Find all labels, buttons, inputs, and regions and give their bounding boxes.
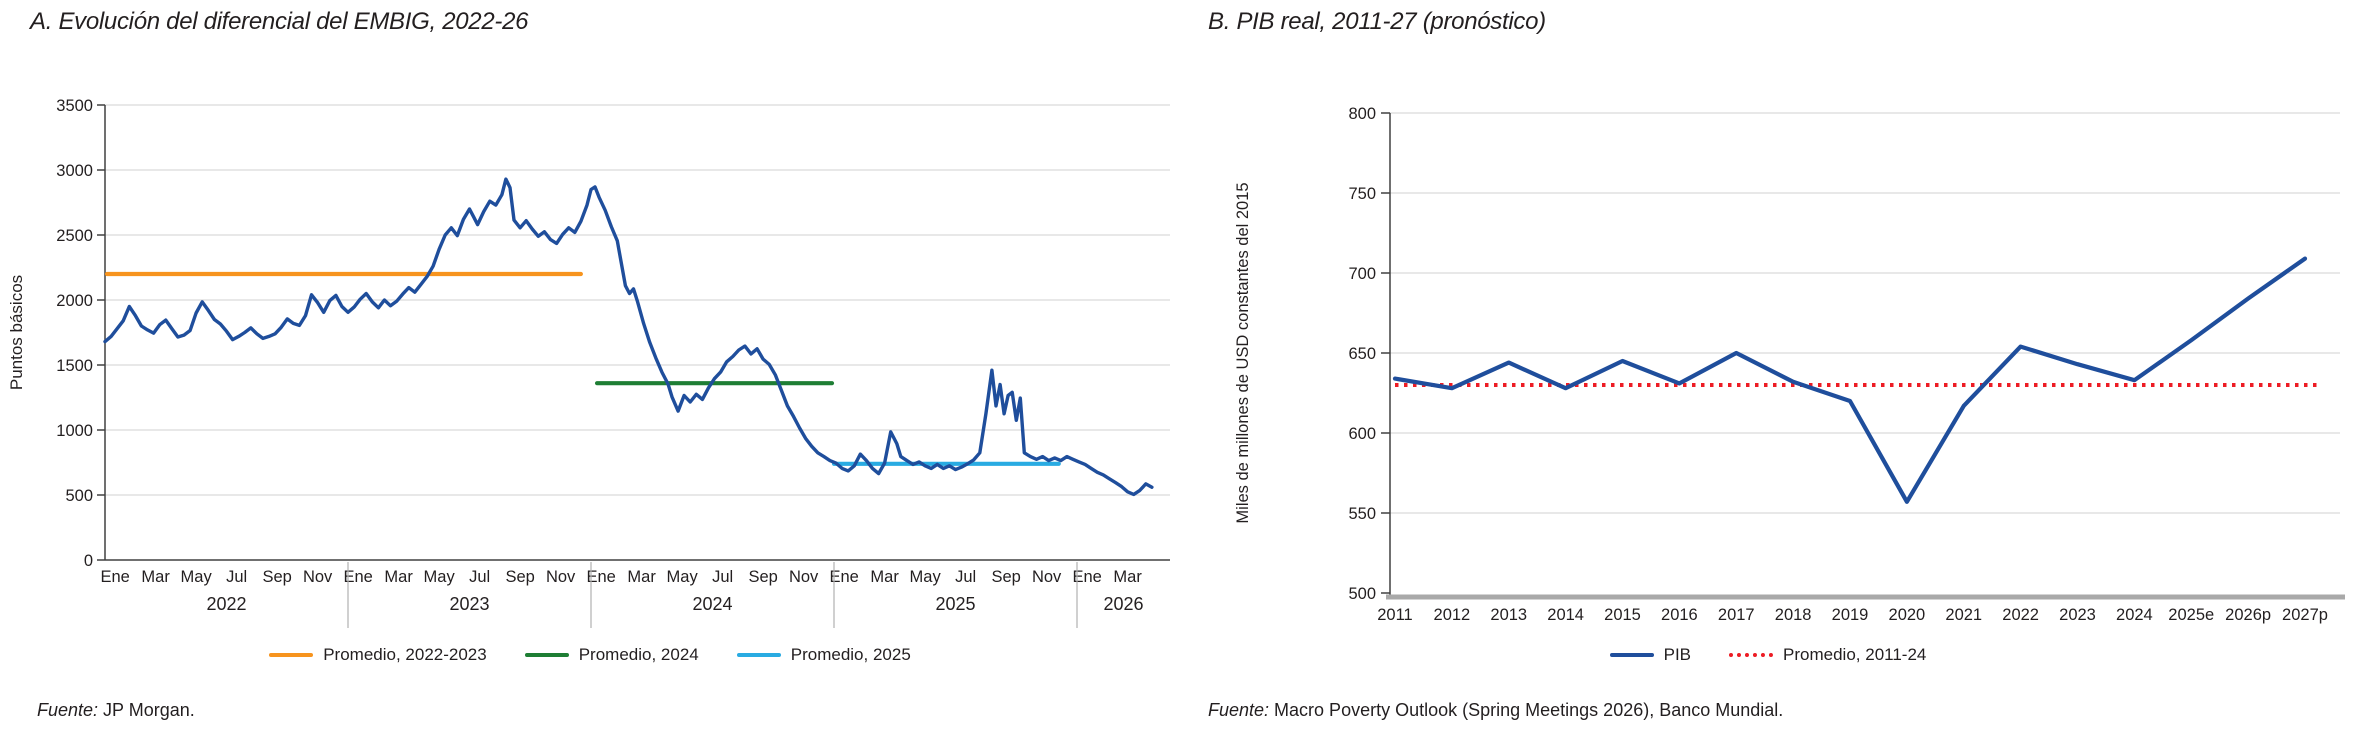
legend-label: Promedio, 2025 xyxy=(790,645,911,664)
x-year-label: 2021 xyxy=(1945,606,1982,624)
y-axis-title: Miles de millones de USD constantes del … xyxy=(1234,182,1252,523)
x-month-label: Mar xyxy=(627,568,656,586)
pib-series-line xyxy=(1392,256,2308,504)
x-year-label: 2026 xyxy=(1103,594,1143,614)
y-tick-label: 700 xyxy=(1348,265,1376,283)
x-year-label: 2024 xyxy=(2116,606,2153,624)
x-year-label: 2020 xyxy=(1889,606,1926,624)
source-text: JP Morgan. xyxy=(98,700,195,720)
embig-series-line xyxy=(103,177,1154,497)
x-month-label: Jul xyxy=(955,568,976,586)
x-month-label: Sep xyxy=(748,568,777,586)
x-month-label: Ene xyxy=(343,568,372,586)
y-tick-label: 500 xyxy=(65,487,93,505)
x-month-label: May xyxy=(910,568,942,586)
legend-item-promedio-2022-2023: Promedio, 2022-2023 xyxy=(269,645,487,665)
legend-label: Promedio, 2024 xyxy=(578,645,699,664)
y-tick-label: 2500 xyxy=(56,227,93,245)
x-month-label: Nov xyxy=(1032,568,1062,586)
y-tick-label: 1000 xyxy=(56,422,93,440)
chart-a-legend: Promedio, 2022-2023 Promedio, 2024 Prome… xyxy=(0,645,1180,665)
x-month-label: May xyxy=(181,568,213,586)
x-month-label: May xyxy=(667,568,699,586)
promedio-2024-line-swatch xyxy=(524,653,569,657)
x-month-label: Jul xyxy=(712,568,733,586)
x-month-label: Mar xyxy=(384,568,413,586)
x-year-label: 2014 xyxy=(1547,606,1584,624)
x-year-label: 2022 xyxy=(206,594,246,614)
x-year-label: 2013 xyxy=(1490,606,1527,624)
x-month-label: Sep xyxy=(991,568,1020,586)
y-tick-label: 3500 xyxy=(56,97,93,115)
x-month-label: Ene xyxy=(100,568,129,586)
legend-item-promedio-2011-24: Promedio, 2011-24 xyxy=(1729,645,1926,665)
source-text: Macro Poverty Outlook (Spring Meetings 2… xyxy=(1269,700,1784,720)
embig-line-chart: 0 500 1000 1500 2000 2500 3000 3500 Puntos básic… xyxy=(7,97,1170,628)
legend-label: Promedio, 2011-24 xyxy=(1783,645,1927,664)
chart-a-title: A. Evolución del diferencial del EMBIG, … xyxy=(30,8,529,35)
x-year-label: 2023 xyxy=(449,594,489,614)
promedio-2025-line-swatch xyxy=(736,653,781,657)
x-month-label: Mar xyxy=(141,568,170,586)
chart-a-source: Fuente: JP Morgan. xyxy=(37,700,195,721)
y-tick-label: 3000 xyxy=(56,162,93,180)
legend-item-promedio-2025: Promedio, 2025 xyxy=(736,645,911,665)
y-axis-title: Puntos básicos xyxy=(7,275,26,390)
legend-label: Promedio, 2022-2023 xyxy=(323,645,487,664)
x-month-label: Mar xyxy=(1113,568,1142,586)
x-year-label: 2025 xyxy=(935,594,975,614)
x-year-label: 2019 xyxy=(1832,606,1869,624)
x-year-label: 2026p xyxy=(2225,606,2271,624)
y-tick-label: 750 xyxy=(1348,185,1376,203)
x-month-label: Sep xyxy=(505,568,534,586)
x-month-label: Mar xyxy=(870,568,899,586)
y-tick-label: 2000 xyxy=(56,292,93,310)
x-year-label: 2015 xyxy=(1604,606,1641,624)
x-month-label: Ene xyxy=(829,568,858,586)
x-month-label: May xyxy=(424,568,456,586)
x-year-label: 2017 xyxy=(1718,606,1755,624)
chart-b-legend: PIB Promedio, 2011-24 xyxy=(1180,645,2356,665)
source-label: Fuente: xyxy=(37,700,99,720)
y-tick-label: 800 xyxy=(1348,105,1376,123)
promedio-2011-24-dotted-swatch xyxy=(1729,653,1774,657)
chart-b-source: Fuente: Macro Poverty Outlook (Spring Me… xyxy=(1208,700,1783,721)
x-month-label: Nov xyxy=(546,568,576,586)
y-tick-label: 1500 xyxy=(56,357,93,375)
chart-b-title: B. PIB real, 2011-27 (pronóstico) xyxy=(1208,8,1546,35)
y-tick-label: 500 xyxy=(1348,585,1376,603)
x-month-label: Nov xyxy=(303,568,333,586)
x-month-label: Ene xyxy=(586,568,615,586)
legend-label: PIB xyxy=(1663,645,1692,664)
legend-item-promedio-2024: Promedio, 2024 xyxy=(524,645,699,665)
x-year-label: 2027p xyxy=(2282,606,2328,624)
x-month-label: Sep xyxy=(262,568,291,586)
y-tick-label: 0 xyxy=(84,552,93,570)
x-month-label: Jul xyxy=(469,568,490,586)
x-year-label: 2022 xyxy=(2002,606,2039,624)
y-tick-label: 600 xyxy=(1348,425,1376,443)
y-tick-label: 550 xyxy=(1348,505,1376,523)
x-month-label: Nov xyxy=(789,568,819,586)
x-year-label: 2025e xyxy=(2168,606,2214,624)
x-year-label: 2011 xyxy=(1377,606,1412,624)
pib-line-swatch xyxy=(1609,653,1654,657)
x-year-label: 2012 xyxy=(1434,606,1471,624)
promedio-2022-2023-line-swatch xyxy=(269,653,314,657)
x-year-label: 2018 xyxy=(1775,606,1812,624)
legend-item-pib: PIB xyxy=(1609,645,1692,665)
x-month-label: Ene xyxy=(1072,568,1101,586)
source-label: Fuente: xyxy=(1208,700,1270,720)
x-year-label: 2024 xyxy=(692,594,732,614)
x-year-label: 2016 xyxy=(1661,606,1698,624)
pib-line-chart: 500 550 600 650 700 750 800 Miles de millones d… xyxy=(1234,105,2345,624)
y-tick-label: 650 xyxy=(1348,345,1376,363)
x-month-label: Jul xyxy=(226,568,247,586)
x-year-label: 2023 xyxy=(2059,606,2096,624)
